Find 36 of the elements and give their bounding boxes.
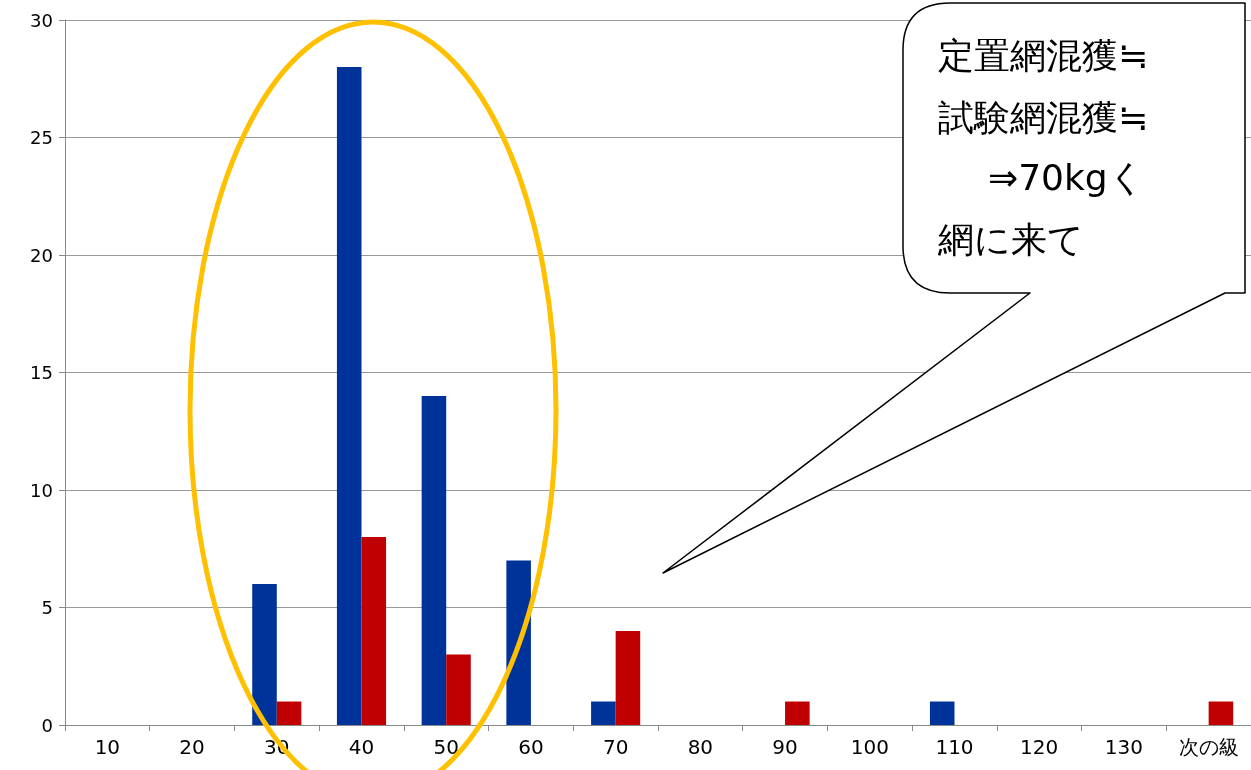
x-tick-label: 80 <box>687 735 714 759</box>
x-tick-label: 130 <box>1104 735 1144 759</box>
bar <box>252 584 277 725</box>
y-tick-label: 20 <box>30 244 53 266</box>
x-tick-label: 100 <box>850 735 889 759</box>
bar <box>336 67 362 725</box>
x-tick-label: 20 <box>179 735 205 759</box>
bar <box>276 701 302 725</box>
bar <box>421 396 447 725</box>
y-tick-label: 15 <box>30 362 53 383</box>
annotation: 試験網混獲≒ <box>938 97 1149 138</box>
x-tick-label: 120 <box>1020 735 1059 759</box>
annotation: 網に来て <box>938 219 1084 260</box>
y-tick-label: 5 <box>41 597 53 618</box>
x-tick-label: 60 <box>518 735 544 759</box>
x-tick-label: 90 <box>772 735 798 759</box>
bar <box>929 701 955 725</box>
bar <box>506 560 531 725</box>
y-tick-label: 10 <box>30 479 53 501</box>
x-tick-label: 40 <box>348 735 375 759</box>
x-tick-label: 110 <box>935 735 974 759</box>
x-tick-label: 70 <box>602 735 629 759</box>
bar <box>615 631 641 725</box>
x-tick-label: 50 <box>433 735 459 759</box>
x-tick-label: 10 <box>94 735 121 759</box>
bar <box>591 701 616 725</box>
y-tick-label: 25 <box>30 127 53 148</box>
annotation: ⇒70kgく <box>988 157 1145 198</box>
bar <box>361 537 387 725</box>
annotation: 定置網混獲≒ <box>938 35 1149 76</box>
bar <box>1208 701 1234 725</box>
x-tick-label: 次の級 <box>1178 735 1239 759</box>
bar <box>785 701 810 725</box>
bar <box>446 654 471 725</box>
y-tick-label: 0 <box>41 714 53 736</box>
y-tick-label: 30 <box>30 9 53 31</box>
